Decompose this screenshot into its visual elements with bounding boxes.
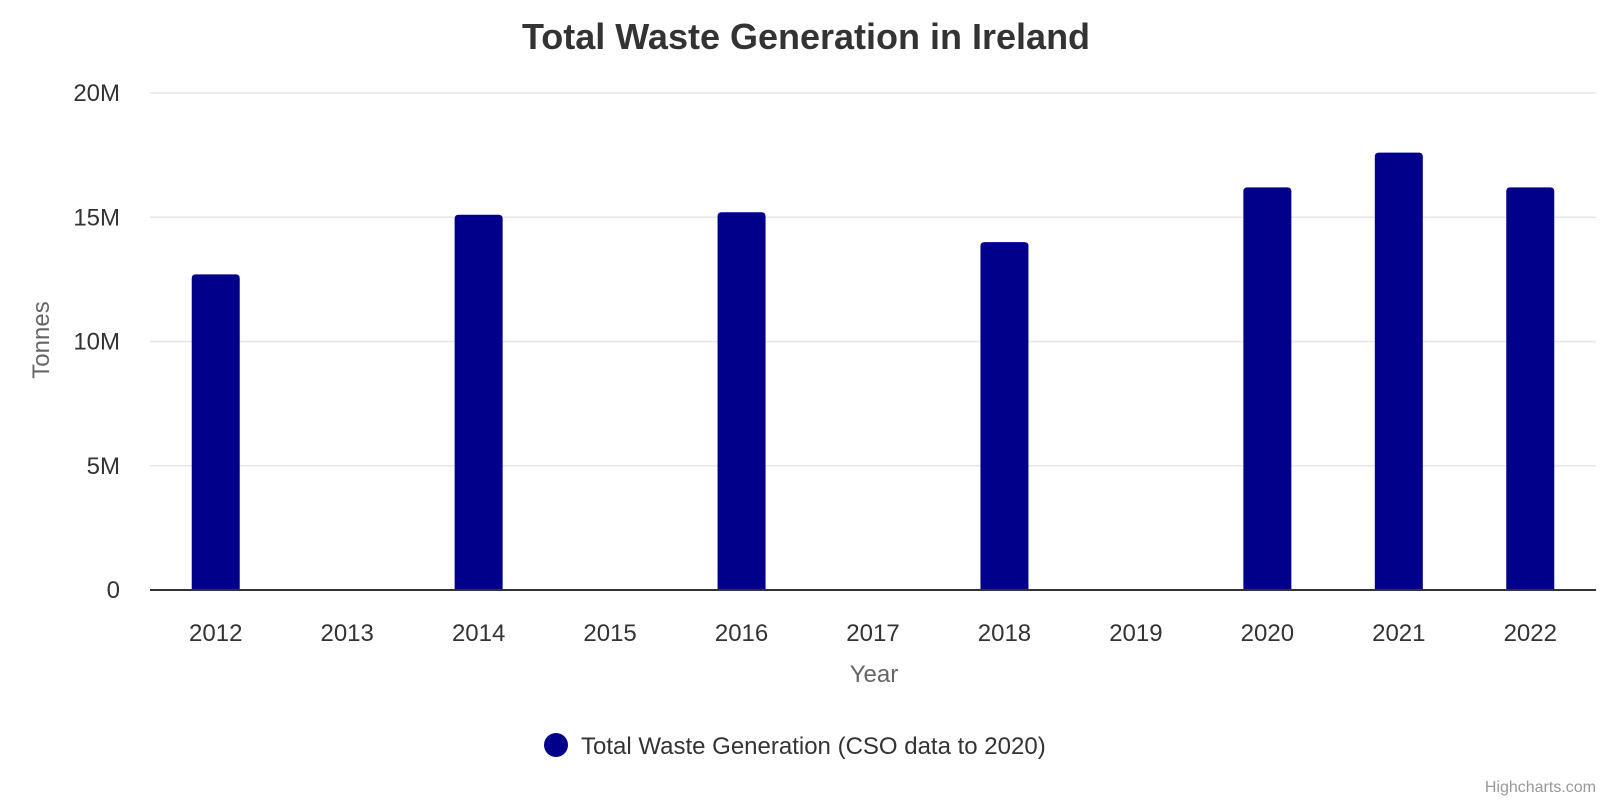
x-tick-label: 2017 (846, 620, 899, 647)
y-tick-label: 0 (107, 577, 120, 604)
bar-2012[interactable] (191, 274, 240, 590)
legend-label[interactable]: Total Waste Generation (CSO data to 2020… (581, 733, 1046, 760)
bars (191, 152, 1555, 590)
chart-title: Total Waste Generation in Ireland (522, 16, 1090, 57)
legend-marker[interactable] (544, 733, 568, 757)
y-axis-ticks: 0 5M 10M 15M 20M (73, 80, 120, 604)
bar-2018[interactable] (980, 242, 1029, 590)
bar-2016[interactable] (717, 212, 766, 590)
y-tick-label: 15M (73, 204, 120, 231)
x-axis-ticks: 2012 2013 2014 2015 2016 2017 2018 2019 2020 2021… (189, 620, 1557, 647)
y-axis-title: Tonnes (28, 301, 55, 378)
x-axis-title: Year (850, 661, 899, 688)
gridlines (150, 92, 1596, 467)
credits-link[interactable]: Highcharts.com (1485, 779, 1596, 796)
bar-2020[interactable] (1243, 187, 1292, 590)
x-tick-label: 2012 (189, 620, 242, 647)
x-tick-label: 2022 (1504, 620, 1557, 647)
bar-2022[interactable] (1506, 187, 1555, 590)
x-tick-label: 2015 (583, 620, 636, 647)
x-tick-label: 2018 (978, 620, 1031, 647)
y-tick-label: 5M (87, 453, 120, 480)
x-tick-label: 2014 (452, 620, 505, 647)
x-tick-label: 2020 (1241, 620, 1294, 647)
legend[interactable]: Total Waste Generation (CSO data to 2020… (544, 733, 1046, 760)
y-tick-label: 20M (73, 80, 120, 107)
y-tick-label: 10M (73, 329, 120, 356)
bar-2021[interactable] (1374, 152, 1423, 590)
x-tick-label: 2019 (1109, 620, 1162, 647)
x-tick-label: 2013 (320, 620, 373, 647)
x-tick-label: 2021 (1372, 620, 1425, 647)
bar-2014[interactable] (454, 214, 503, 590)
x-tick-label: 2016 (715, 620, 768, 647)
